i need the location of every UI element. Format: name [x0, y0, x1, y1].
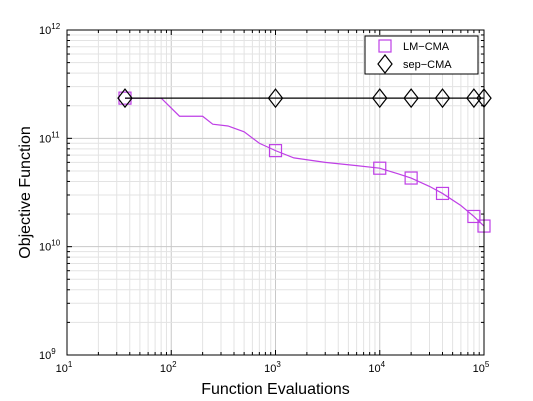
y-axis-label: Objective Function — [17, 126, 34, 259]
x-tick-exponent: 2 — [172, 360, 177, 369]
y-tick-exponent: 10 — [51, 239, 60, 248]
data-point — [117, 88, 133, 109]
x-tick-exponent: 1 — [68, 360, 73, 369]
plot-frame — [66, 29, 485, 356]
legend-label: LM−CMA — [403, 41, 450, 53]
x-tick-label: 101 — [56, 360, 73, 375]
series-sep-cma — [117, 88, 492, 109]
x-tick-label: 104 — [368, 360, 385, 375]
y-tick-label: 1011 — [39, 130, 60, 145]
legend-label: sep−CMA — [403, 59, 452, 71]
legend: LM−CMA sep−CMA — [364, 35, 479, 75]
legend-marker — [377, 54, 393, 74]
x-tick-exponent: 4 — [381, 360, 386, 369]
x-axis-label: Function Evaluations — [201, 381, 350, 398]
x-tick-exponent: 3 — [276, 360, 281, 369]
x-tick-exponent: 5 — [485, 360, 490, 369]
x-tick-label: 103 — [264, 360, 281, 375]
data-point — [403, 88, 419, 109]
series-lm-cma — [118, 91, 491, 233]
legend-item: sep−CMA — [377, 54, 452, 74]
data-point — [404, 171, 418, 185]
grid — [66, 30, 484, 356]
y-tick-exponent: 11 — [51, 130, 60, 139]
data-point — [467, 209, 481, 224]
data-point — [373, 161, 387, 175]
y-tick-label: 109 — [39, 347, 56, 362]
x-tick-label: 105 — [473, 360, 490, 375]
legend-marker — [378, 39, 392, 53]
legend-box — [364, 35, 479, 75]
series-line — [124, 97, 485, 227]
y-tick-label: 1010 — [39, 239, 61, 254]
legend-item: LM−CMA — [378, 39, 450, 53]
data-point — [267, 88, 284, 109]
y-tick-label: 1012 — [39, 22, 61, 37]
series-layer — [117, 88, 492, 233]
data-point — [371, 88, 388, 109]
data-point — [434, 88, 451, 109]
y-tick-exponent: 12 — [51, 22, 60, 31]
data-point — [435, 186, 450, 201]
x-tick-label: 102 — [160, 360, 177, 375]
y-tick-exponent: 9 — [51, 347, 56, 356]
data-point — [268, 144, 283, 158]
